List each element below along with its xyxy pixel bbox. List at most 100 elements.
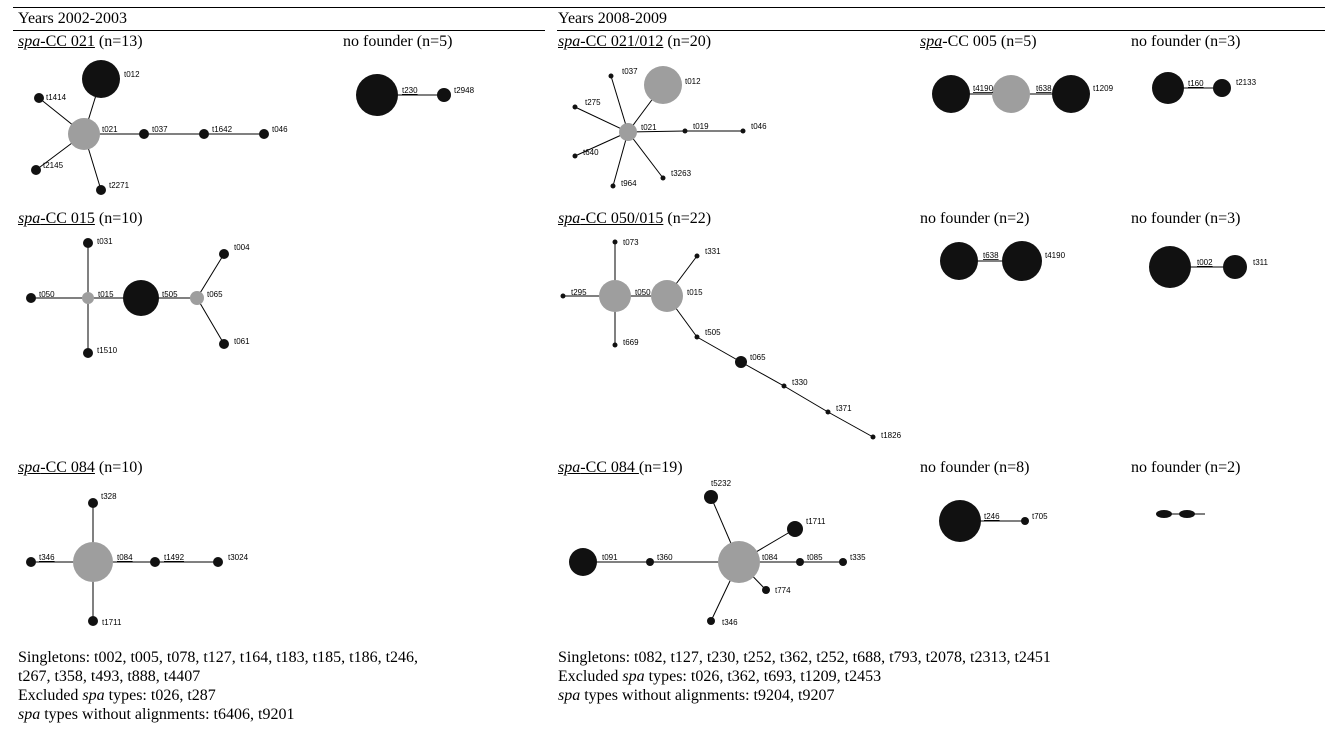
- panel-title-cc084-2008: spa-CC 084 (n=19): [558, 459, 683, 476]
- network-no-founder-n2a: t638 t4190: [940, 241, 1066, 281]
- node-t1711: [88, 616, 98, 626]
- node-t505: [694, 334, 700, 340]
- label-t061: t061: [234, 337, 250, 346]
- label-t371: t371: [836, 404, 852, 413]
- panel-title-cc050-015: spa-CC 050/015 (n=22): [558, 210, 712, 227]
- label-t311: t311: [1253, 258, 1269, 267]
- label-t1711: t1711: [102, 618, 122, 627]
- node-unlabeled-b: [1179, 510, 1195, 518]
- label-t638: t638: [1036, 84, 1052, 93]
- label-t085: t085: [807, 553, 823, 562]
- node-t019: [682, 128, 688, 134]
- node-t050: [26, 293, 36, 303]
- node-t4190: [932, 75, 970, 113]
- label-t015: t015: [687, 288, 703, 297]
- node-t640: [572, 153, 578, 159]
- network-cc084-2008: t5232 t1711 t091 t360 t084 t085 t335 t77…: [569, 479, 866, 627]
- label-t4190: t4190: [1045, 251, 1066, 260]
- label-t346: t346: [722, 618, 738, 627]
- network-cc005: t4190 t638 t1209: [932, 75, 1114, 113]
- label-t004: t004: [234, 243, 250, 252]
- network-cc021-012: t037 t012 t275 t021 t019 t046 t640 t964 …: [572, 66, 767, 189]
- node-t3024: [213, 557, 223, 567]
- label-t330: t330: [792, 378, 808, 387]
- node-t2271: [96, 185, 106, 195]
- node-t330: [781, 383, 787, 389]
- label-t1492: t1492: [164, 553, 185, 562]
- label-t328: t328: [101, 492, 117, 501]
- column-header-2002-2003: Years 2002-2003: [18, 10, 128, 27]
- node-t1510: [83, 348, 93, 358]
- label-t015: t015: [98, 290, 114, 299]
- node-t638: [940, 242, 978, 280]
- label-t1642: t1642: [212, 125, 233, 134]
- panel-title-cc015: spa-CC 015 (n=10): [18, 210, 143, 227]
- label-t505: t505: [162, 290, 178, 299]
- label-t335: t335: [850, 553, 866, 562]
- label-t091: t091: [602, 553, 618, 562]
- node-t015: [651, 280, 683, 312]
- node-t2133: [1213, 79, 1231, 97]
- node-unlabeled-a: [1156, 510, 1172, 518]
- node-t084: [73, 542, 113, 582]
- node-t371: [825, 409, 831, 415]
- label-t230: t230: [402, 86, 418, 95]
- panel-title-no-founder-n3a: no founder (n=3): [1131, 33, 1241, 50]
- label-t046: t046: [751, 122, 767, 131]
- node-t3263: [660, 175, 666, 181]
- panel-title-no-founder-n5: no founder (n=5): [343, 33, 453, 50]
- node-t505: [123, 280, 159, 316]
- node-t015: [82, 292, 94, 304]
- node-t1826: [870, 434, 876, 440]
- label-t331: t331: [705, 247, 721, 256]
- node-t328: [88, 498, 98, 508]
- label-t638: t638: [983, 251, 999, 260]
- column-header-2008-2009: Years 2008-2009: [558, 10, 668, 27]
- label-t073: t073: [623, 238, 639, 247]
- node-t705: [1021, 517, 1029, 525]
- label-t1510: t1510: [97, 346, 118, 355]
- label-t1711: t1711: [806, 517, 826, 526]
- types-without-alignments: spa types without alignments: t9204, t92…: [558, 687, 835, 704]
- panel-title-no-founder-n2a: no founder (n=2): [920, 210, 1030, 227]
- network-no-founder-n8: t246 t705: [939, 500, 1048, 542]
- node-t065: [190, 291, 204, 305]
- label-t012: t012: [124, 70, 140, 79]
- panel-title-no-founder-n3b: no founder (n=3): [1131, 210, 1241, 227]
- node-t085: [796, 558, 804, 566]
- table-top-rule: [13, 7, 1325, 8]
- node-t061: [219, 339, 229, 349]
- node-t004: [219, 249, 229, 259]
- network-cc084-2002: t328 t346 t084 t1492 t3024 t1711: [26, 492, 249, 627]
- label-t2948: t2948: [454, 86, 475, 95]
- label-t1826: t1826: [881, 431, 902, 440]
- node-t5232: [704, 490, 718, 504]
- label-t2271: t2271: [109, 181, 130, 190]
- node-t335: [839, 558, 847, 566]
- label-t1414: t1414: [46, 93, 67, 102]
- node-t031: [83, 238, 93, 248]
- footnote-left: Singletons: t002, t005, t078, t127, t164…: [18, 648, 418, 724]
- label-t1209: t1209: [1093, 84, 1114, 93]
- network-no-founder-n2b: [1156, 510, 1205, 518]
- label-t295: t295: [571, 288, 587, 297]
- label-t5232: t5232: [711, 479, 732, 488]
- network-cc050-015: t073 t295 t050 t015 t669 t331 t505 t065 …: [560, 238, 902, 440]
- node-t311: [1223, 255, 1247, 279]
- footnote-right: Singletons: t082, t127, t230, t252, t362…: [558, 648, 1051, 705]
- label-t275: t275: [585, 98, 601, 107]
- singletons-line-1: Singletons: t002, t005, t078, t127, t164…: [18, 649, 419, 666]
- label-t964: t964: [621, 179, 637, 188]
- excluded-types: Excluded spa types: t026, t287: [18, 687, 216, 704]
- node-t1492: [150, 557, 160, 567]
- node-t295: [560, 293, 566, 299]
- network-cc015: t031 t050 t015 t1510 t505 t065 t004 t061: [26, 237, 250, 358]
- network-no-founder-n5: t230 t2948: [356, 74, 475, 116]
- node-t1642: [199, 129, 209, 139]
- node-t331: [694, 253, 700, 259]
- node-t360: [646, 558, 654, 566]
- label-t505: t505: [705, 328, 721, 337]
- node-t012: [644, 66, 682, 104]
- label-t031: t031: [97, 237, 113, 246]
